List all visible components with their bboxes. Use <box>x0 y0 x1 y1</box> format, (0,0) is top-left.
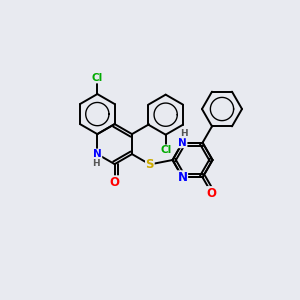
Text: Cl: Cl <box>92 73 103 83</box>
Text: H: H <box>92 159 100 168</box>
Text: N: N <box>178 138 187 148</box>
Text: Cl: Cl <box>160 145 171 155</box>
Text: H: H <box>180 129 188 138</box>
Text: O: O <box>110 176 120 189</box>
Text: S: S <box>146 158 154 171</box>
Text: N: N <box>93 149 102 159</box>
Text: N: N <box>178 171 188 184</box>
Text: O: O <box>207 187 217 200</box>
